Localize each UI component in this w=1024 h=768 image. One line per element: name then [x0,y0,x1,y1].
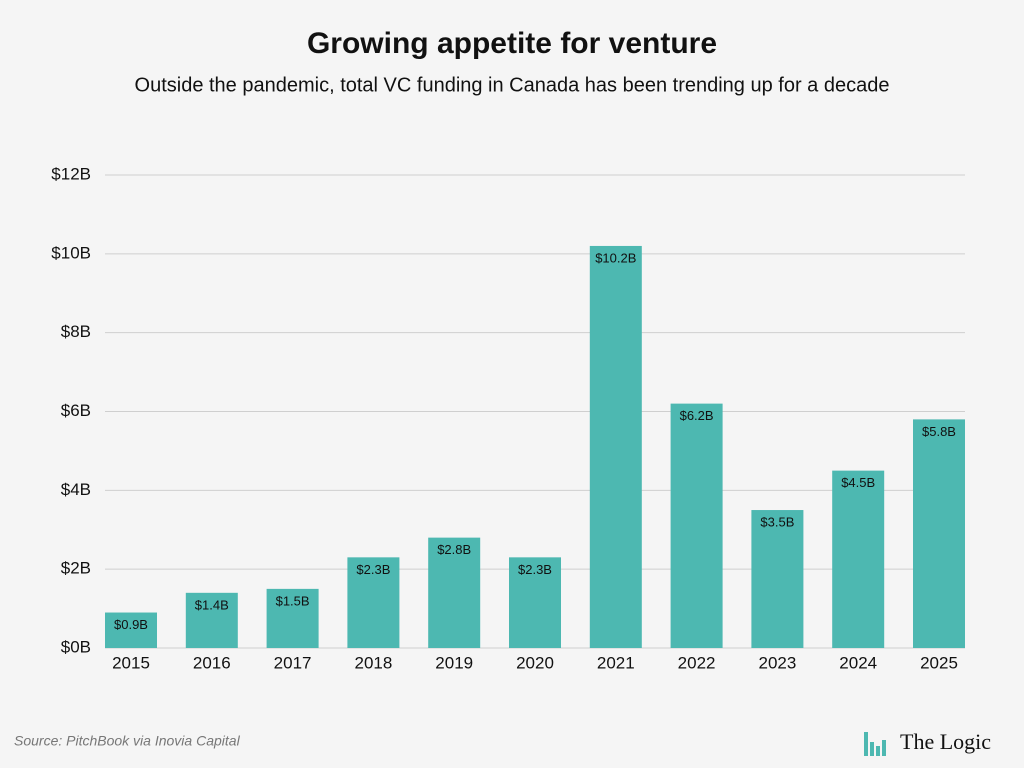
bar [670,403,723,648]
y-tick-label: $10B [51,243,91,262]
x-tick-label: 2019 [435,653,473,672]
bar [509,557,561,648]
x-tick-label: 2022 [678,653,716,672]
value-label: $1.5B [276,593,310,608]
value-label: $10.2B [595,250,636,265]
chart-subtitle: Outside the pandemic, total VC funding i… [135,74,890,96]
y-tick-label: $0B [61,637,91,656]
value-label: $2.3B [518,562,552,577]
x-tick-label: 2024 [839,653,877,672]
chart-title: Growing appetite for venture [307,27,717,60]
bar [428,537,481,648]
value-label: $5.8B [922,424,956,439]
brand-logo-icon [864,732,886,756]
bar [347,557,400,648]
value-label: $3.5B [760,514,794,529]
value-label: $6.2B [680,408,714,423]
x-tick-label: 2016 [193,653,231,672]
bar [105,612,157,648]
y-tick-label: $12B [51,164,91,183]
y-tick-label: $6B [61,401,91,420]
value-label: $2.8B [437,542,471,557]
bar [185,592,238,648]
x-tick-label: 2017 [274,653,312,672]
value-label: $2.3B [356,562,390,577]
bar [751,510,804,648]
value-label: $1.4B [195,597,229,612]
x-tick-label: 2015 [112,653,150,672]
x-tick-label: 2018 [354,653,392,672]
x-tick-label: 2021 [597,653,635,672]
bar [832,470,885,648]
bar [913,419,965,648]
x-tick-label: 2025 [920,653,958,672]
source-note: Source: PitchBook via Inovia Capital [14,733,241,749]
value-label: $4.5B [841,475,875,490]
y-tick-label: $2B [61,559,91,578]
x-tick-label: 2020 [516,653,554,672]
y-tick-label: $8B [61,322,91,341]
bar [266,588,319,648]
y-tick-label: $4B [61,480,91,499]
x-tick-label: 2023 [758,653,796,672]
value-label: $0.9B [114,617,148,632]
brand-name: The Logic [900,729,991,754]
bar [589,245,642,648]
